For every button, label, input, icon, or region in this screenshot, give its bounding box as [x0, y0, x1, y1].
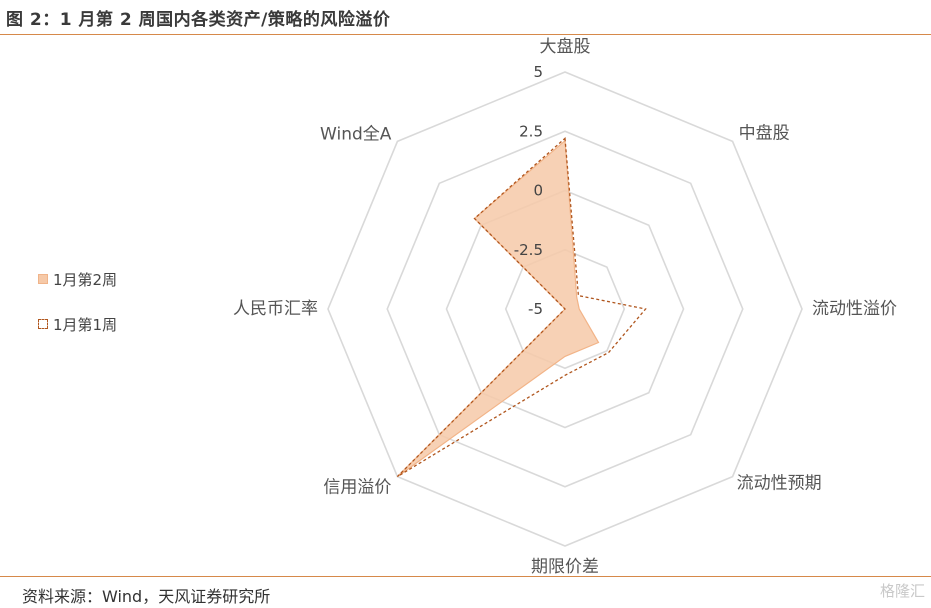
grid-ring [327, 71, 803, 547]
watermark-logo: 格隆汇 [879, 582, 925, 600]
category-label: 期限价差 [531, 557, 599, 577]
legend-swatch-filled [38, 274, 48, 284]
category-label: 人民币汇率 [233, 299, 318, 319]
category-label: 大盘股 [540, 37, 591, 57]
legend: 1月第2周 1月第1周 [38, 268, 117, 358]
legend-item-week1[interactable]: 1月第1周 [38, 313, 117, 335]
grid-ring [504, 248, 626, 370]
legend-swatch-dashed [38, 319, 48, 329]
category-label: 流动性溢价 [812, 299, 897, 319]
grid-ring [386, 130, 744, 488]
category-label: 中盘股 [739, 123, 790, 143]
tick-label: 0 [533, 182, 543, 200]
radar-series [396, 137, 647, 478]
tick-label: -2.5 [514, 241, 543, 259]
legend-item-week2[interactable]: 1月第2周 [38, 268, 117, 290]
legend-label-week2: 1月第2周 [53, 270, 118, 289]
category-label: Wind全A [320, 124, 392, 144]
legend-label-week1: 1月第1周 [53, 315, 118, 334]
category-label: 信用溢价 [323, 478, 391, 498]
grid-ring [445, 189, 685, 429]
source-note: 资料来源：Wind，天风证券研究所 [22, 587, 271, 606]
tick-label: 5 [533, 63, 543, 81]
series-area-week2 [396, 139, 600, 478]
title-divider [0, 34, 931, 35]
series-line-week1 [396, 137, 647, 478]
tick-label: 2.5 [519, 122, 543, 140]
radar-grid [327, 71, 803, 547]
chart-title: 图 2：1 月第 2 周国内各类资产/策略的风险溢价 [6, 10, 391, 30]
category-label: 流动性预期 [737, 474, 822, 494]
footer-divider [0, 576, 931, 577]
tick-label: -5 [528, 300, 543, 318]
